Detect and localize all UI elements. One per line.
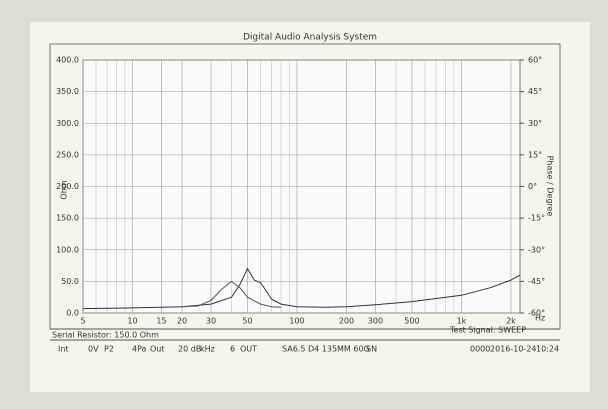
- control-label: SN: [366, 345, 377, 354]
- x-tick-label: 2k: [506, 317, 516, 326]
- impedance-curve: [181, 280, 282, 308]
- x-tick-label: 20: [177, 317, 187, 326]
- y-tick-label: 100.0: [56, 245, 79, 254]
- resistor: Serial Resistor: 150.0 Ohm: [52, 331, 159, 340]
- x-tick-label: 200: [339, 317, 354, 326]
- x-tick-label: 15: [156, 317, 166, 326]
- control-label: Int: [58, 345, 69, 354]
- impedance-curve: [82, 267, 521, 310]
- y-tick-label: 50.0: [61, 277, 79, 286]
- y2-tick-label: 15°: [528, 150, 542, 159]
- control-label: 0V: [88, 345, 99, 354]
- control-label: kHz: [200, 345, 215, 354]
- y-tick-label: 0.0: [66, 309, 79, 318]
- x-tick-label: 10: [127, 317, 137, 326]
- x-unit: Hz: [535, 314, 545, 323]
- y2-tick-label: -15°: [528, 214, 545, 223]
- x-tick-label: 100: [289, 317, 304, 326]
- y2-tick-label: 30°: [528, 119, 542, 128]
- x-tick-label: 300: [368, 317, 383, 326]
- test-signal: Test Signal: SWEEP: [449, 326, 526, 335]
- y2-axis-label: Phase / Degree: [546, 156, 555, 217]
- y-axis-label: Ohm: [60, 180, 69, 199]
- y2-tick-label: 0°: [528, 182, 537, 191]
- y-tick-label: 400.0: [56, 56, 79, 65]
- control-label: 2016-10-24: [490, 345, 537, 354]
- control-label: 6: [230, 345, 235, 354]
- control-label: Out: [150, 345, 165, 354]
- y-tick-label: 300.0: [56, 119, 79, 128]
- y2-tick-label: 45°: [528, 87, 542, 96]
- control-label: OUT: [240, 345, 257, 354]
- y2-tick-label: -45°: [528, 277, 545, 286]
- y-tick-label: 150.0: [56, 214, 79, 223]
- x-tick-label: 30: [206, 317, 216, 326]
- y2-tick-label: 60°: [528, 56, 542, 65]
- x-tick-label: 1k: [457, 317, 467, 326]
- control-label: SA6.5 D4 135MM 60G: [282, 345, 370, 354]
- x-tick-label: 500: [404, 317, 419, 326]
- y-tick-label: 200.0: [56, 182, 79, 191]
- control-label: 0000: [470, 345, 490, 354]
- chart-title: Digital Audio Analysis System: [243, 33, 377, 43]
- control-label: 4Pa: [132, 345, 147, 354]
- y-tick-label: 350.0: [56, 87, 79, 96]
- x-tick-label: 50: [242, 317, 252, 326]
- control-label: 10:24: [536, 345, 559, 354]
- control-label: 20 dB: [178, 345, 201, 354]
- y2-tick-label: -60°: [528, 309, 545, 318]
- control-label: P2: [104, 345, 114, 354]
- y-tick-label: 250.0: [56, 150, 79, 159]
- x-tick-label: 5: [80, 317, 85, 326]
- y2-tick-label: -30°: [528, 245, 545, 254]
